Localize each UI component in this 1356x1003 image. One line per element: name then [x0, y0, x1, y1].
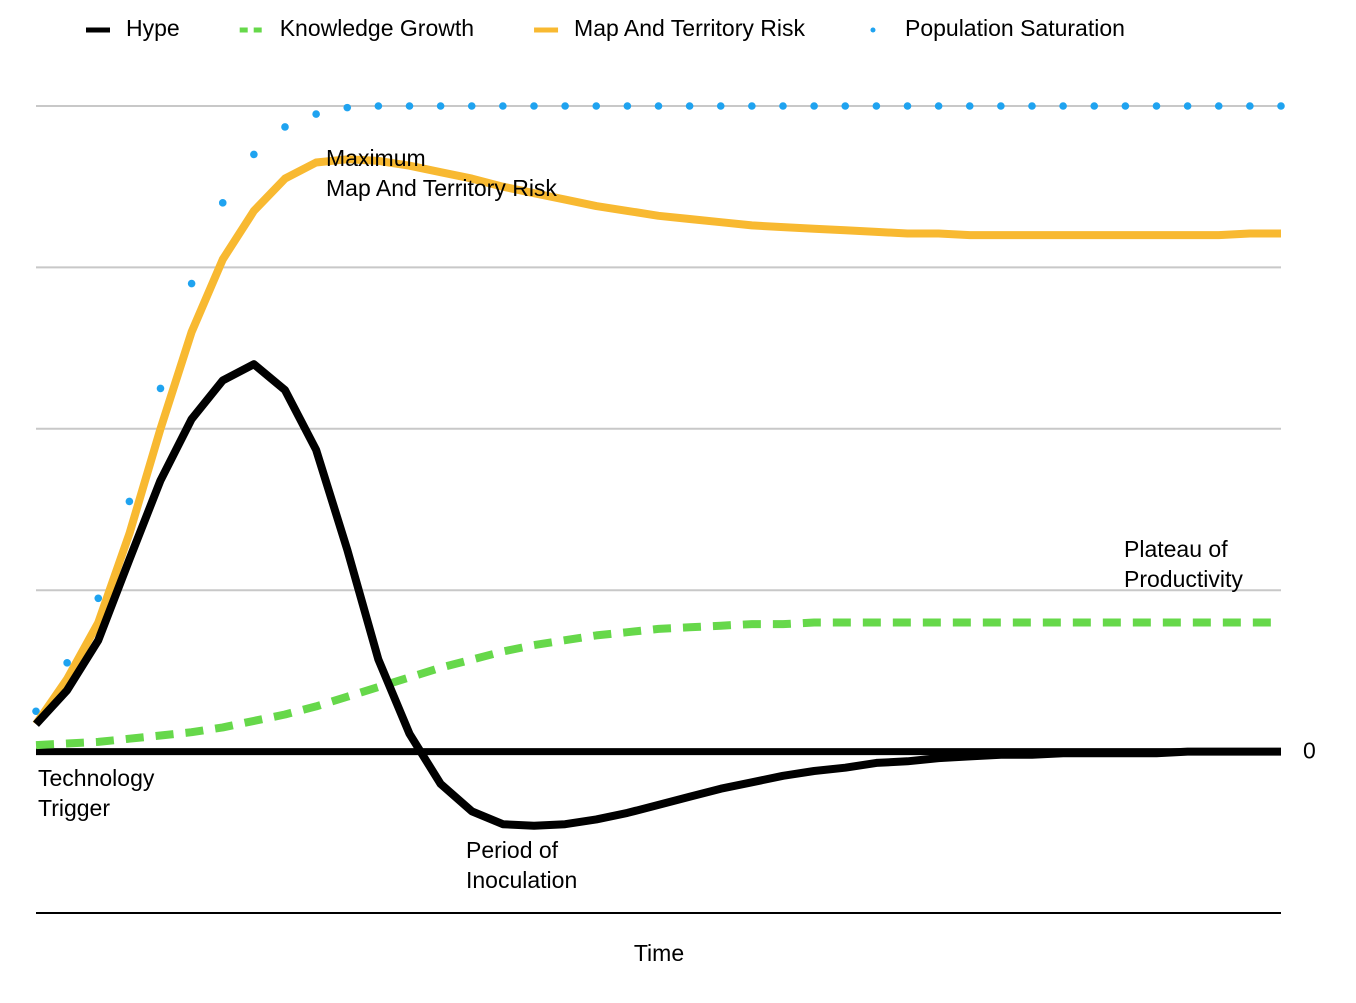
data-point — [436, 102, 445, 110]
legend-label: Population Saturation — [905, 15, 1125, 41]
data-point — [965, 102, 974, 110]
annotation: Plateau of — [1124, 536, 1228, 562]
data-point — [779, 102, 787, 110]
data-point — [530, 102, 538, 110]
data-point — [125, 497, 134, 506]
data-point — [1246, 102, 1254, 110]
data-point — [561, 102, 569, 110]
data-point — [1090, 102, 1099, 110]
data-point — [1028, 102, 1036, 110]
data-point — [343, 103, 352, 112]
data-point — [312, 110, 320, 118]
data-point — [187, 279, 196, 288]
data-point — [841, 102, 850, 110]
data-point — [934, 102, 943, 110]
series-line — [33, 360, 1281, 830]
data-point — [903, 102, 912, 110]
data-point — [1121, 102, 1130, 110]
data-point — [405, 102, 414, 110]
annotation: Map And Territory Risk — [326, 175, 557, 201]
data-point — [748, 102, 756, 110]
data-point — [281, 123, 289, 131]
data-point — [63, 659, 71, 667]
data-point — [810, 102, 818, 110]
annotation: Maximum — [326, 145, 426, 171]
data-point — [872, 102, 881, 110]
annotation: Productivity — [1124, 566, 1243, 592]
data-point — [592, 102, 601, 110]
data-point — [1214, 102, 1223, 110]
legend-label: Hype — [126, 15, 180, 41]
annotation: Technology — [38, 765, 155, 791]
data-point — [997, 102, 1005, 110]
data-point — [499, 102, 507, 110]
series-line — [32, 155, 1281, 727]
data-point — [623, 102, 632, 110]
annotation: Trigger — [38, 795, 110, 821]
data-point — [374, 102, 383, 110]
annotation: Inoculation — [466, 867, 577, 893]
data-point — [218, 199, 227, 207]
data-point — [94, 594, 103, 603]
legend-label: Knowledge Growth — [280, 15, 474, 41]
data-point — [250, 150, 258, 159]
legend-swatch — [870, 27, 876, 33]
data-point — [716, 102, 725, 110]
series-line — [35, 618, 1281, 750]
data-point — [32, 707, 40, 716]
data-point — [1152, 102, 1161, 110]
data-point — [1183, 102, 1192, 110]
annotation: Period of — [466, 837, 559, 863]
data-point — [654, 102, 663, 110]
y-tick-label: 0 — [1303, 738, 1316, 764]
data-point — [1059, 102, 1067, 110]
data-point — [685, 102, 694, 110]
data-point — [467, 102, 476, 110]
legend-label: Map And Territory Risk — [574, 15, 805, 41]
x-axis-label: Time — [634, 940, 684, 966]
data-point — [156, 384, 165, 393]
data-point — [1277, 102, 1285, 110]
